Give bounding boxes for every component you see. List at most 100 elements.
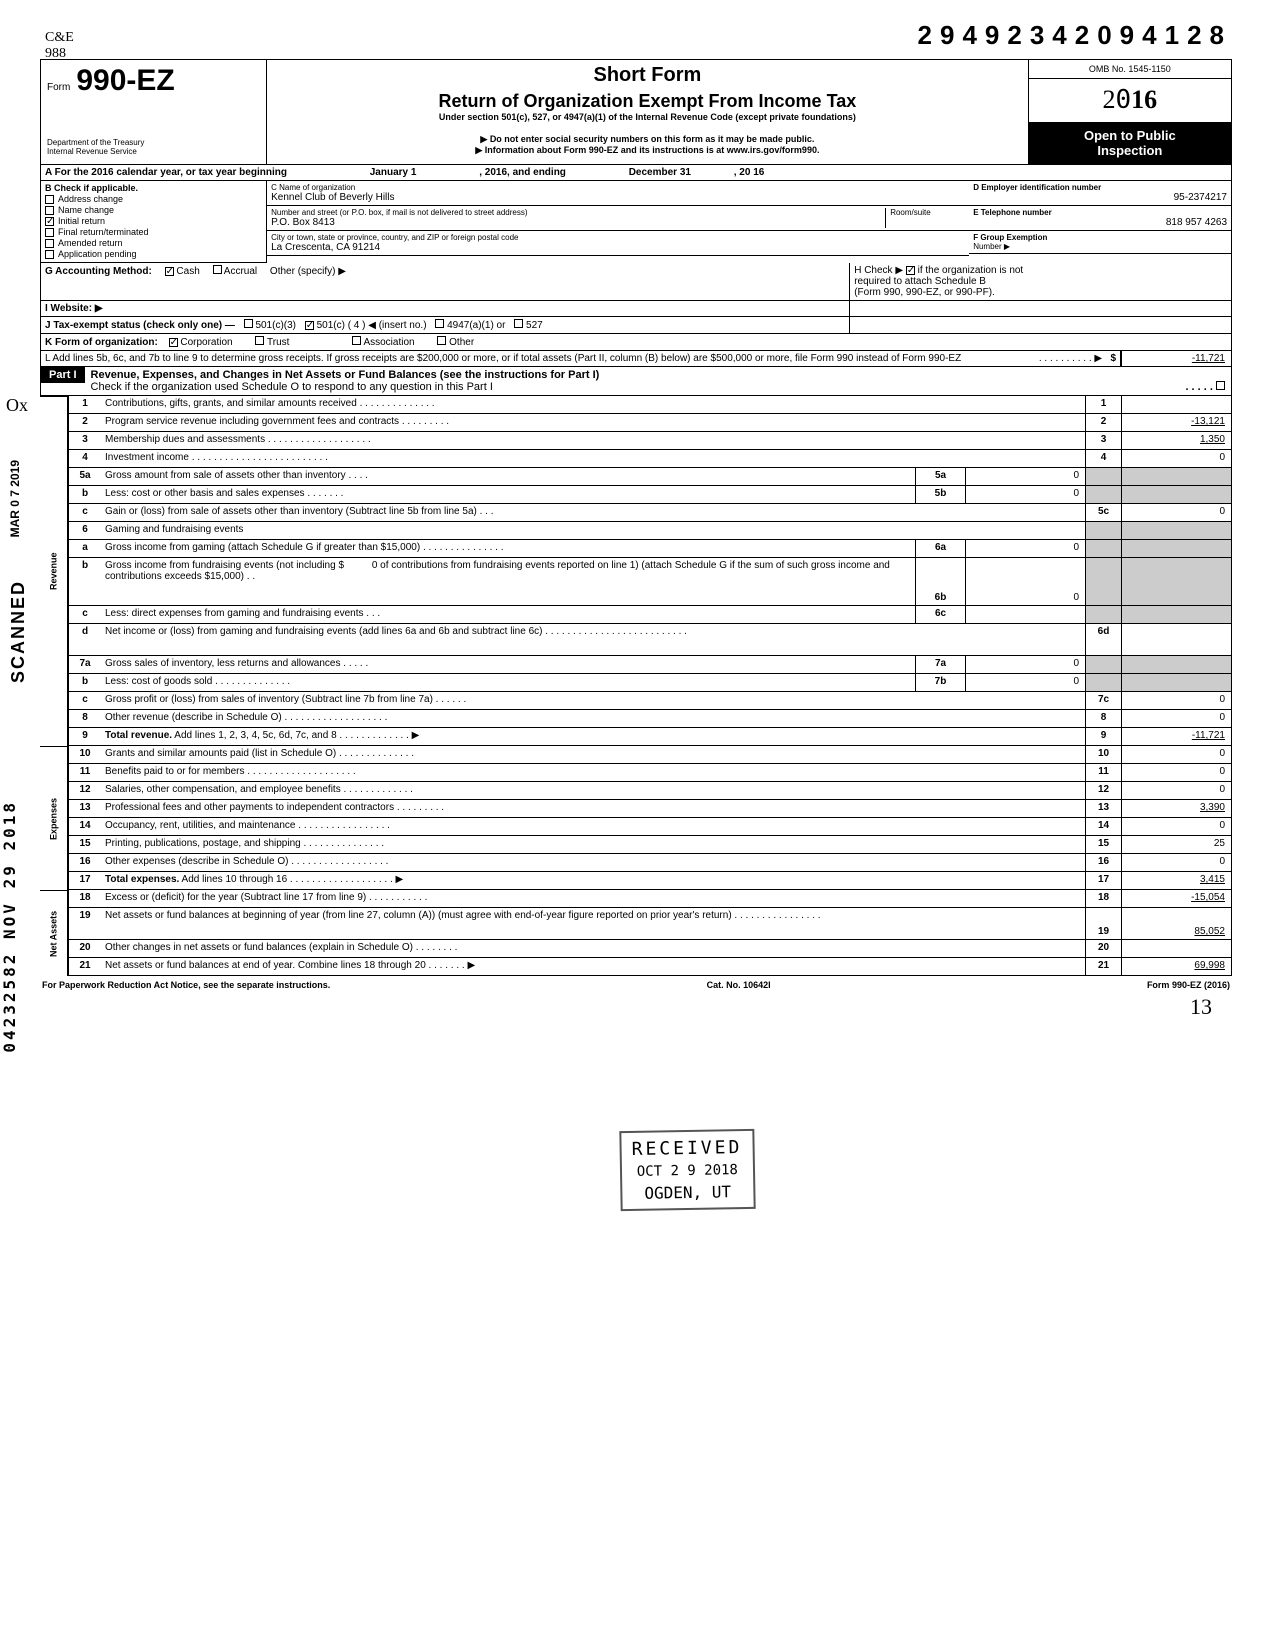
cb-address-label: Address change [58, 194, 123, 204]
l9-col: 9 [1085, 728, 1121, 745]
l11-col: 11 [1085, 764, 1121, 781]
tax-year: 2016 [1029, 79, 1231, 121]
l5a-desc: Gross amount from sale of assets other t… [105, 470, 346, 481]
l7a-num: 7a [69, 656, 101, 673]
l7b-shaded [1085, 674, 1121, 691]
cb-schedule-b[interactable] [906, 266, 915, 275]
l5c-num: c [69, 504, 101, 521]
l4-desc: Investment income [105, 452, 189, 463]
received-city: OGDEN, UT [632, 1182, 743, 1203]
l21-num: 21 [69, 958, 101, 975]
accounting-row: G Accounting Method: Cash Accrual Other … [40, 263, 1232, 301]
period-begin: January 1 [370, 167, 417, 178]
cb-schedule-o[interactable] [1216, 381, 1225, 390]
l6d-num: d [69, 624, 101, 655]
omb-number: OMB No. 1545-1150 [1029, 60, 1231, 79]
l20-val [1121, 940, 1231, 957]
l16-desc: Other expenses (describe in Schedule O) [105, 856, 288, 867]
phone-label: E Telephone number [973, 208, 1227, 217]
dept-label: Department of the Treasury [47, 138, 260, 147]
cb-4947[interactable] [435, 319, 444, 328]
ein-label: D Employer identification number [973, 183, 1227, 192]
cb-501c3[interactable] [244, 319, 253, 328]
cb-other[interactable] [437, 336, 446, 345]
l13-col: 13 [1085, 800, 1121, 817]
irs-label: Internal Revenue Service [47, 147, 260, 156]
l7b-box: 7b [915, 674, 965, 691]
ce-stamp: C&E 988 [45, 30, 74, 62]
cb-final[interactable] [45, 228, 54, 237]
cb-name[interactable] [45, 206, 54, 215]
phone-value: 818 957 4263 [973, 217, 1227, 228]
cb-pending-label: Application pending [58, 249, 137, 259]
received-date: OCT 2 9 2018 [632, 1162, 743, 1180]
cb-accrual[interactable] [213, 265, 222, 274]
l18-col: 18 [1085, 890, 1121, 907]
info-note: ▶ Information about Form 990-EZ and its … [273, 145, 1022, 156]
street-label: Number and street (or P.O. box, if mail … [271, 208, 885, 217]
527-label: 527 [526, 320, 543, 331]
l4-val: 0 [1121, 450, 1231, 467]
l12-col: 12 [1085, 782, 1121, 799]
l6c-shaded-val [1121, 606, 1231, 623]
part1-title: Revenue, Expenses, and Changes in Net As… [91, 369, 600, 381]
l14-desc: Occupancy, rent, utilities, and maintena… [105, 820, 295, 831]
l10-val: 0 [1121, 746, 1231, 763]
l-dollar: $ [1110, 353, 1116, 364]
l9-val: -11,721 [1121, 728, 1231, 745]
l18-desc: Excess or (deficit) for the year (Subtra… [105, 892, 366, 903]
cb-trust[interactable] [255, 336, 264, 345]
l19-val: 85,052 [1121, 908, 1231, 939]
handwritten-initial: Ox [6, 395, 28, 416]
form-footer: For Paperwork Reduction Act Notice, see … [40, 976, 1232, 994]
l15-val: 25 [1121, 836, 1231, 853]
l5c-desc: Gain or (loss) from sale of assets other… [105, 506, 477, 517]
l3-num: 3 [69, 432, 101, 449]
l13-num: 13 [69, 800, 101, 817]
footer-right: Form 990-EZ (2016) [1147, 980, 1230, 990]
cb-address[interactable] [45, 195, 54, 204]
l5a-shaded [1085, 468, 1121, 485]
l6b-num: b [69, 558, 101, 605]
l13-val: 3,390 [1121, 800, 1231, 817]
org-city: La Crescenta, CA 91214 [271, 242, 965, 253]
corp-label: Corporation [180, 337, 232, 348]
l6a-ival: 0 [965, 540, 1085, 557]
inspection: Inspection [1035, 143, 1225, 158]
l3-desc: Membership dues and assessments [105, 434, 265, 445]
revenue-side-label: Revenue [40, 396, 68, 746]
ein-value: 95-2374217 [973, 192, 1227, 203]
document-number: 29492342094128 [40, 20, 1232, 51]
l19-num: 19 [69, 908, 101, 939]
ce-label: C&E [45, 30, 74, 46]
l19-col: 19 [1085, 908, 1121, 939]
cb-assoc[interactable] [352, 336, 361, 345]
cb-amended[interactable] [45, 239, 54, 248]
handwritten-page: 13 [40, 994, 1232, 1020]
l12-desc: Salaries, other compensation, and employ… [105, 784, 341, 795]
l18-num: 18 [69, 890, 101, 907]
cb-initial[interactable] [45, 217, 54, 226]
cb-pending[interactable] [45, 250, 54, 259]
cb-cash[interactable] [165, 267, 174, 276]
filing-number: 04232582 NOV 29 2018 [0, 800, 19, 1053]
l10-num: 10 [69, 746, 101, 763]
l7c-desc: Gross profit or (loss) from sales of inv… [105, 694, 433, 705]
website-row: I Website: ▶ [40, 301, 1232, 317]
trust-label: Trust [267, 337, 289, 348]
l3-val: 1,350 [1121, 432, 1231, 449]
cb-corp[interactable] [169, 338, 178, 347]
l-text: L Add lines 5b, 6c, and 7b to line 9 to … [45, 353, 961, 364]
expenses-side-label: Expenses [40, 746, 68, 890]
h-text2: if the organization is not [918, 265, 1024, 276]
cb-501c[interactable] [305, 321, 314, 330]
l16-col: 16 [1085, 854, 1121, 871]
city-label: City or town, state or province, country… [271, 233, 965, 242]
l6d-desc: Net income or (loss) from gaming and fun… [105, 626, 542, 637]
cb-527[interactable] [514, 319, 523, 328]
l20-col: 20 [1085, 940, 1121, 957]
cb-amended-label: Amended return [58, 238, 123, 248]
l8-desc: Other revenue (describe in Schedule O) [105, 712, 282, 723]
l20-num: 20 [69, 940, 101, 957]
l1-desc: Contributions, gifts, grants, and simila… [105, 398, 357, 409]
